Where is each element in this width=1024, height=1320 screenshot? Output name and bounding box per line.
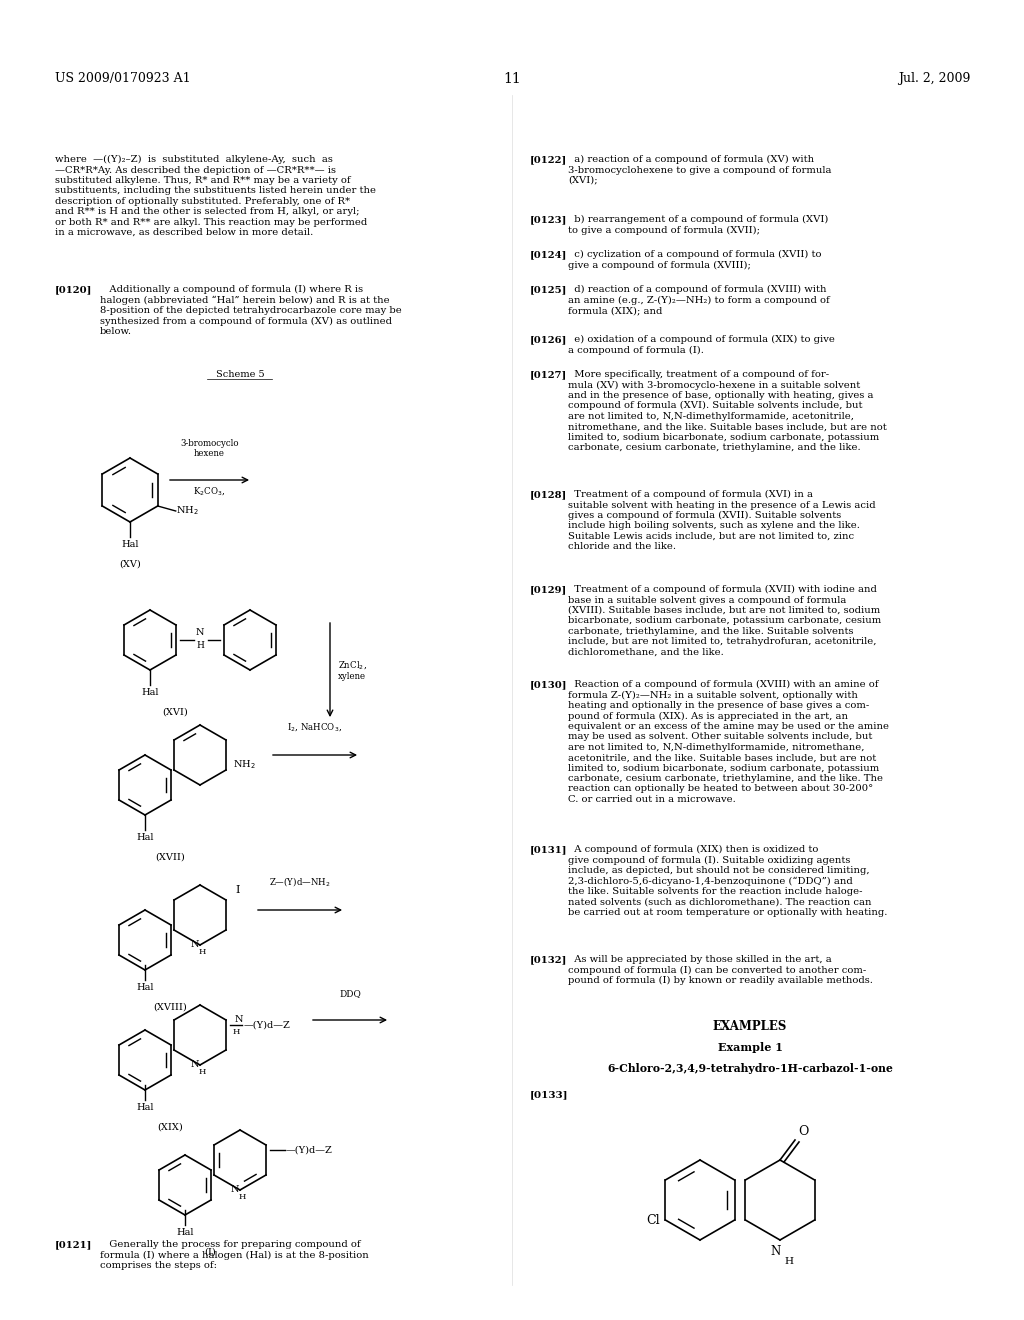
Text: Z—(Y)d—NH$_2$: Z—(Y)d—NH$_2$ [269,875,331,888]
Text: (XIX): (XIX) [157,1123,183,1133]
Text: e) oxidation of a compound of formula (XIX) to give
a compound of formula (I).: e) oxidation of a compound of formula (X… [568,335,835,355]
Text: Additionally a compound of formula (I) where R is
halogen (abbreviated “Hal” her: Additionally a compound of formula (I) w… [100,285,401,337]
Text: 3-bromocyclo
hexene: 3-bromocyclo hexene [180,438,239,458]
Text: US 2009/0170923 A1: US 2009/0170923 A1 [55,73,190,84]
Text: [0129]: [0129] [530,585,567,594]
Text: [0128]: [0128] [530,490,567,499]
Text: N: N [771,1245,781,1258]
Text: [0124]: [0124] [530,249,567,259]
Text: H: H [199,948,206,956]
Text: I$_2$, NaHCO$_3$,: I$_2$, NaHCO$_3$, [288,721,343,733]
Text: —(Y)d—Z: —(Y)d—Z [286,1146,333,1155]
Text: Jul. 2, 2009: Jul. 2, 2009 [898,73,970,84]
Text: H: H [784,1257,793,1266]
Text: (XV): (XV) [119,560,141,569]
Text: Generally the process for preparing compound of
formula (I) where a halogen (Hal: Generally the process for preparing comp… [100,1239,369,1270]
Text: I: I [234,884,240,895]
Text: DDQ: DDQ [339,989,360,998]
Text: Treatment of a compound of formula (XVI) in a
suitable solvent with heating in t: Treatment of a compound of formula (XVI)… [568,490,876,552]
Text: Hal: Hal [121,540,138,549]
Text: [0125]: [0125] [530,285,567,294]
Text: A compound of formula (XIX) then is oxidized to
give compound of formula (I). Su: A compound of formula (XIX) then is oxid… [568,845,888,917]
Text: (XVIII): (XVIII) [154,1003,186,1012]
Text: [0122]: [0122] [530,154,567,164]
Text: [0127]: [0127] [530,370,567,379]
Text: [0120]: [0120] [55,285,92,294]
Text: N: N [196,628,204,638]
Text: a) reaction of a compound of formula (XV) with
3-bromocyclohexene to give a comp: a) reaction of a compound of formula (XV… [568,154,831,185]
Text: N: N [230,1185,240,1195]
Text: N: N [234,1015,244,1024]
Text: [0121]: [0121] [55,1239,92,1249]
Text: where  —((Y)₂–Z)  is  substituted  alkylene-Ay,  such  as
—CR*R*Ay. As described: where —((Y)₂–Z) is substituted alkylene-… [55,154,376,236]
Text: [0133]: [0133] [530,1090,568,1100]
Text: [0131]: [0131] [530,845,567,854]
Text: As will be appreciated by those skilled in the art, a
compound of formula (I) ca: As will be appreciated by those skilled … [568,954,872,985]
Text: ZnCl$_2$,
xylene: ZnCl$_2$, xylene [338,659,367,681]
Text: EXAMPLES: EXAMPLES [713,1020,787,1034]
Text: (XVI): (XVI) [162,708,187,717]
Text: N: N [190,1060,200,1069]
Text: Treatment of a compound of formula (XVII) with iodine and
base in a suitable sol: Treatment of a compound of formula (XVII… [568,585,882,656]
Text: More specifically, treatment of a compound of for-
mula (XV) with 3-bromocyclo-h: More specifically, treatment of a compou… [568,370,887,451]
Text: Cl: Cl [647,1213,660,1226]
Text: c) cyclization of a compound of formula (XVII) to
give a compound of formula (XV: c) cyclization of a compound of formula … [568,249,821,269]
Text: (I): (I) [204,1247,216,1257]
Text: H: H [239,1193,246,1201]
Text: K$_2$CO$_3$,: K$_2$CO$_3$, [194,484,225,498]
Text: (XVII): (XVII) [155,853,185,862]
Text: 11: 11 [503,73,521,86]
Text: O: O [798,1125,808,1138]
Text: Hal: Hal [136,1104,154,1111]
Text: [0126]: [0126] [530,335,567,345]
Text: [0132]: [0132] [530,954,567,964]
Text: Hal: Hal [136,833,154,842]
Text: N: N [190,940,200,949]
Text: Example 1: Example 1 [718,1041,782,1053]
Text: 6-Chloro-2,3,4,9-tetrahydro-1H-carbazol-1-one: 6-Chloro-2,3,4,9-tetrahydro-1H-carbazol-… [607,1063,893,1074]
Text: Scheme 5: Scheme 5 [216,370,264,379]
Text: NH$_2$: NH$_2$ [233,759,256,771]
Text: [0123]: [0123] [530,215,567,224]
Text: H: H [196,642,204,649]
Text: —(Y)d—Z: —(Y)d—Z [244,1020,291,1030]
Text: H: H [199,1068,206,1076]
Text: Hal: Hal [136,983,154,993]
Text: [0130]: [0130] [530,680,567,689]
Text: H: H [233,1028,241,1036]
Text: Hal: Hal [141,688,159,697]
Text: Hal: Hal [176,1228,194,1237]
Text: b) rearrangement of a compound of formula (XVI)
to give a compound of formula (X: b) rearrangement of a compound of formul… [568,215,828,235]
Text: d) reaction of a compound of formula (XVIII) with
an amine (e.g., Z-(Y)₂—NH₂) to: d) reaction of a compound of formula (XV… [568,285,829,315]
Text: Reaction of a compound of formula (XVIII) with an amine of
formula Z-(Y)₂—NH₂ in: Reaction of a compound of formula (XVIII… [568,680,889,804]
Text: NH$_2$: NH$_2$ [176,504,199,517]
